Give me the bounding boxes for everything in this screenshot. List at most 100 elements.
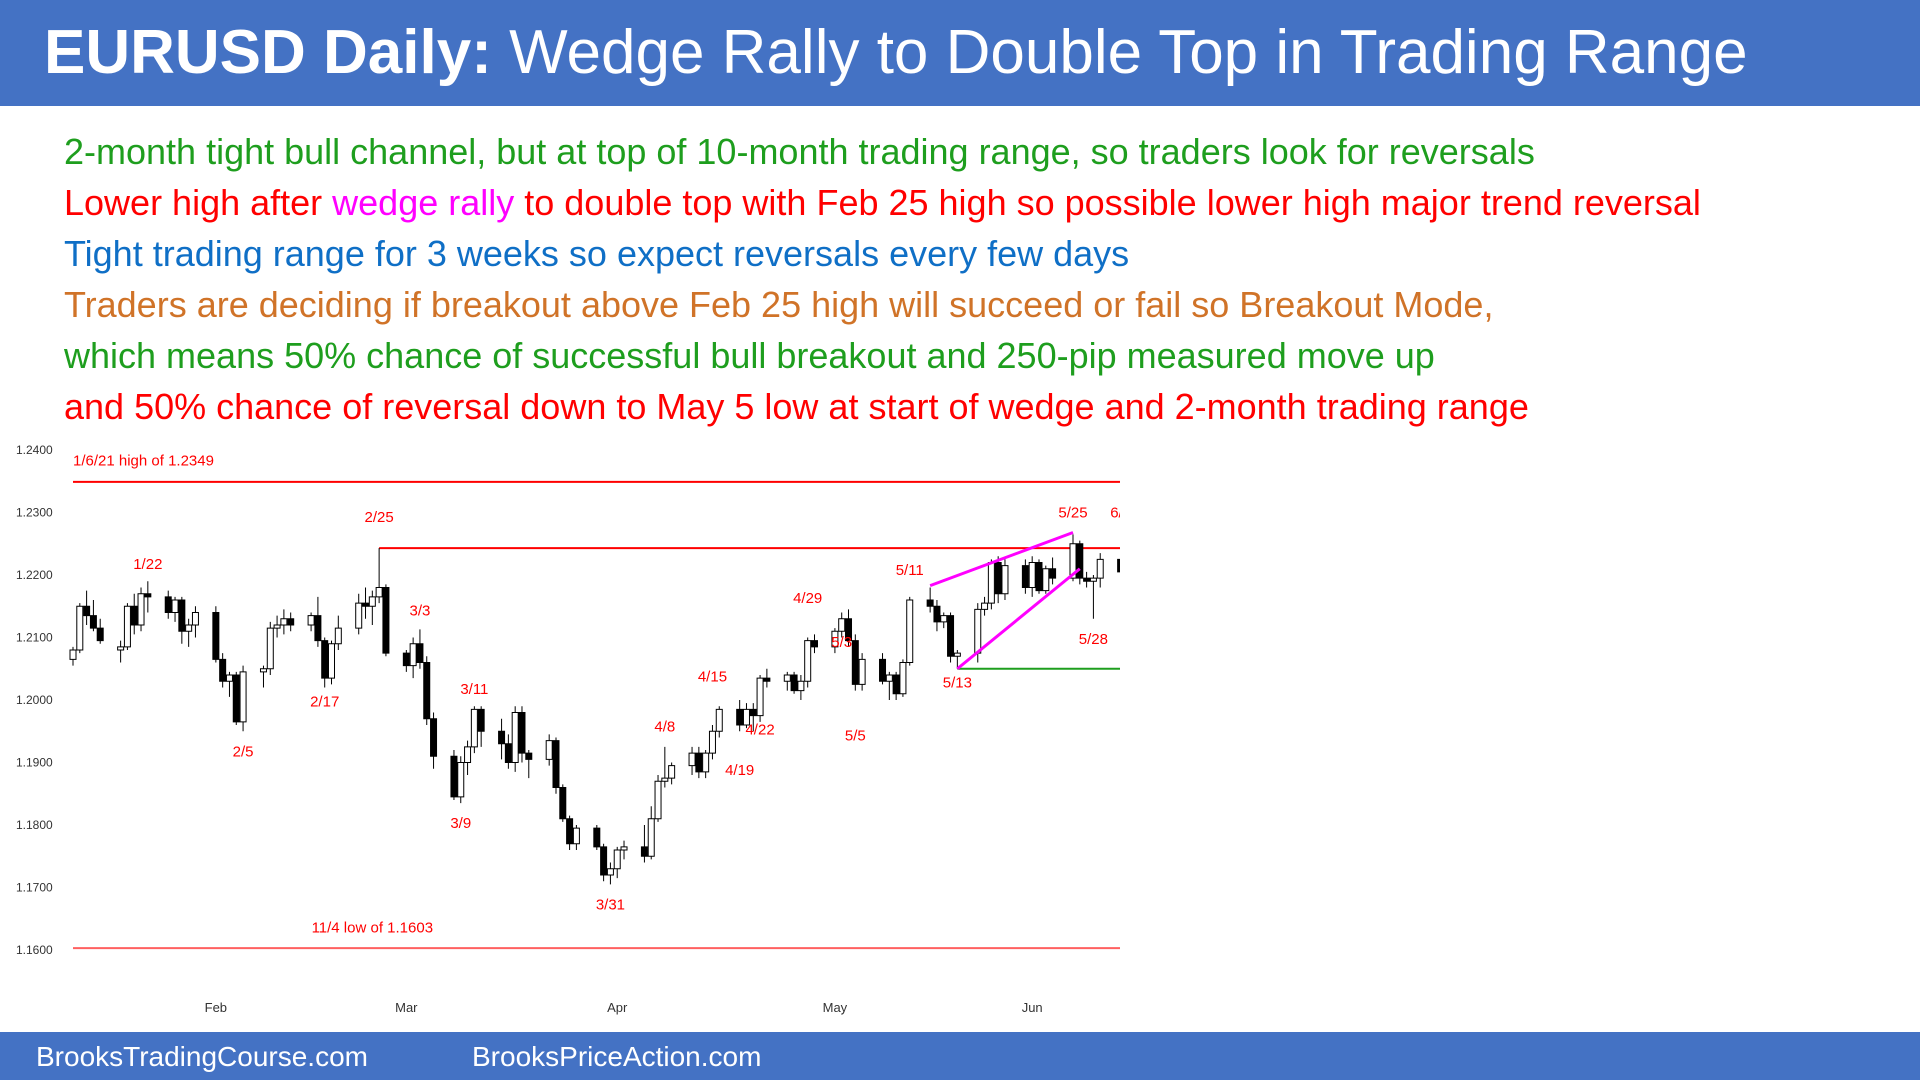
y-tick-label: 1.1800 bbox=[16, 818, 53, 832]
note-line: Lower high after wedge rally to double t… bbox=[64, 177, 1701, 228]
footer-right-link[interactable]: BrooksPriceAction.com bbox=[472, 1041, 762, 1072]
note-line: which means 50% chance of successful bul… bbox=[64, 330, 1701, 381]
bull-candle bbox=[225, 674, 233, 682]
bull-candle bbox=[137, 593, 145, 626]
candlestick-chart: 1.2400 1.2300 1.2200 1.2100 1.2000 1.1900 1.18… bbox=[16, 443, 1120, 1015]
bear-candle bbox=[212, 612, 220, 660]
bull-candle bbox=[613, 849, 621, 870]
price-annotation: 2/25 bbox=[365, 509, 394, 526]
bear-candle bbox=[926, 599, 934, 607]
price-annotation: 1/22 bbox=[133, 556, 162, 573]
bull-candle bbox=[783, 674, 791, 682]
bull-candle bbox=[307, 615, 315, 626]
x-tick-label: Feb bbox=[205, 1000, 227, 1015]
bear-candle bbox=[1076, 543, 1084, 579]
bear-candle bbox=[219, 658, 227, 682]
bear-candle bbox=[164, 596, 172, 613]
bear-candle bbox=[892, 674, 900, 695]
price-annotation: 6/1 bbox=[1110, 505, 1120, 522]
price-annotation: 4/8 bbox=[654, 718, 675, 735]
bear-candle bbox=[1083, 577, 1091, 582]
bear-candle bbox=[518, 712, 526, 754]
bull-candle bbox=[464, 746, 472, 763]
bull-candle bbox=[368, 596, 376, 607]
note-line: 2-month tight bull channel, but at top o… bbox=[64, 126, 1701, 177]
bear-candle bbox=[232, 674, 240, 723]
footer-bar: BrooksTradingCourse.com BrooksPriceActio… bbox=[0, 1032, 1920, 1080]
commentary: 2-month tight bull channel, but at top o… bbox=[64, 126, 1701, 432]
bear-candle bbox=[879, 658, 887, 682]
bull-candle bbox=[715, 708, 723, 732]
bear-candle bbox=[933, 605, 941, 623]
bull-candle bbox=[409, 643, 417, 667]
bull-candle bbox=[838, 618, 846, 632]
bear-candle bbox=[321, 640, 329, 679]
price-annotation: 2/5 bbox=[233, 743, 254, 760]
bull-candle bbox=[831, 630, 839, 648]
bear-candle bbox=[362, 602, 370, 607]
bull-candle bbox=[668, 765, 676, 779]
bull-candle bbox=[987, 562, 995, 604]
bull-candle bbox=[1069, 543, 1077, 579]
bull-candle bbox=[545, 740, 553, 760]
bull-candle bbox=[123, 605, 131, 648]
bull-candle bbox=[885, 674, 893, 682]
bull-candle bbox=[457, 762, 465, 798]
bull-candle bbox=[654, 780, 662, 820]
bull-candle bbox=[688, 752, 696, 767]
bull-candle bbox=[375, 587, 383, 598]
bull-candle bbox=[334, 627, 342, 645]
y-tick-label: 1.1600 bbox=[16, 943, 53, 957]
price-annotation: 4/19 bbox=[725, 762, 754, 779]
bear-candle bbox=[552, 740, 560, 788]
price-annotation: 5/3 bbox=[831, 634, 852, 651]
bear-candle bbox=[763, 677, 771, 682]
note-line: and 50% chance of reversal down to May 5… bbox=[64, 381, 1701, 432]
bear-candle bbox=[96, 627, 104, 642]
bear-candle bbox=[130, 605, 138, 626]
bull-candle bbox=[259, 668, 267, 673]
bull-candle bbox=[69, 649, 77, 660]
note-text: 2-month tight bull channel, but at top o… bbox=[64, 131, 1535, 172]
bear-candle bbox=[749, 708, 757, 717]
bear-candle bbox=[790, 674, 798, 692]
bull-candle bbox=[1001, 565, 1009, 595]
x-tick-label: Mar bbox=[395, 1000, 418, 1015]
bear-candle bbox=[430, 718, 438, 757]
price-annotation: 1/6/21 high of 1.2349 bbox=[73, 453, 214, 470]
price-annotation: 4/29 bbox=[793, 590, 822, 607]
price-annotation: 4/22 bbox=[745, 721, 774, 738]
note-line: Traders are deciding if breakout above F… bbox=[64, 279, 1701, 330]
y-tick-label: 1.2400 bbox=[16, 443, 53, 457]
bull-candle bbox=[76, 605, 84, 651]
price-annotation: 3/31 bbox=[596, 896, 625, 913]
bear-candle bbox=[382, 587, 390, 654]
bull-candle bbox=[171, 599, 179, 613]
y-tick-label: 1.2000 bbox=[16, 693, 53, 707]
bull-candle bbox=[742, 708, 750, 726]
wedge-line bbox=[929, 531, 1074, 588]
bear-candle bbox=[525, 752, 533, 760]
title-bar: EURUSD Daily: Wedge Rally to Double Top … bbox=[0, 0, 1920, 106]
bull-candle bbox=[708, 730, 716, 754]
bear-candle bbox=[450, 755, 458, 798]
footer-left-link[interactable]: BrooksTradingCourse.com bbox=[36, 1041, 368, 1072]
bear-candle bbox=[736, 708, 744, 726]
price-annotation: 5/11 bbox=[896, 562, 924, 579]
bear-candle bbox=[1035, 562, 1043, 592]
bull-candle bbox=[273, 624, 281, 629]
bear-candle bbox=[845, 618, 853, 642]
price-annotation: 11/4 low of 1.1603 bbox=[312, 920, 433, 937]
note-text: Traders are deciding if breakout above F… bbox=[64, 284, 1494, 325]
note-text: which means 50% chance of successful bul… bbox=[64, 335, 1435, 376]
bear-candle bbox=[178, 599, 186, 632]
bear-candle bbox=[593, 827, 601, 848]
bear-candle bbox=[994, 562, 1002, 595]
bull-candle bbox=[981, 602, 989, 610]
bull-candle bbox=[191, 612, 199, 626]
y-tick-label: 1.2100 bbox=[16, 631, 53, 645]
bull-candle bbox=[511, 712, 519, 763]
bull-candle bbox=[239, 671, 247, 723]
bear-candle bbox=[287, 618, 295, 626]
price-annotation: 3/9 bbox=[450, 815, 471, 832]
